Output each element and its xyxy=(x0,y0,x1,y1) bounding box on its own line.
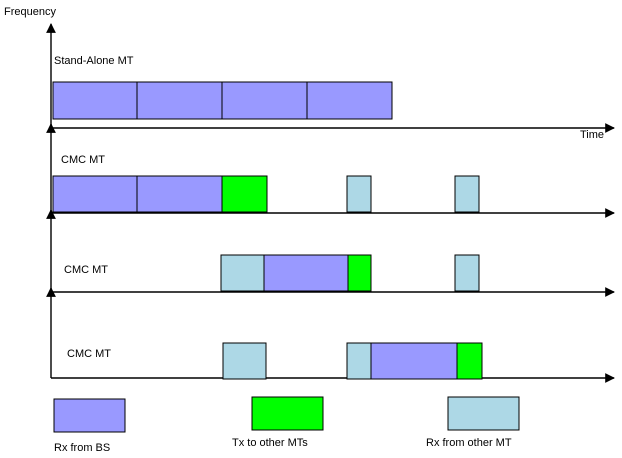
rx-from-bs-slot xyxy=(370,342,458,380)
tx-to-other-mts-slot xyxy=(221,175,268,213)
rx-from-bs-slot xyxy=(136,175,223,213)
rx-from-bs-slot xyxy=(52,81,138,120)
rx-from-bs-slot xyxy=(306,81,393,120)
rx-from-bs-slot xyxy=(263,254,349,292)
legend-label-rx-from-other-mt: Rx from other MT xyxy=(426,437,512,449)
rx-from-bs-slot xyxy=(221,81,308,120)
time-axis-label: Time xyxy=(580,129,604,141)
legend-swatch-tx-to-other-mts xyxy=(251,396,324,431)
row-label-cmc-mt-2: CMC MT xyxy=(64,264,108,276)
legend-label-rx-from-bs: Rx from BS xyxy=(54,442,110,454)
rx-from-other-mt-slot xyxy=(454,175,480,213)
row-label-cmc-mt-3: CMC MT xyxy=(67,348,111,360)
row-label-stand-alone-mt: Stand-Alone MT xyxy=(54,55,134,67)
rx-from-other-mt-slot xyxy=(346,175,372,213)
tx-to-other-mts-slot xyxy=(347,254,372,292)
legend-swatch-rx-from-other-mt xyxy=(447,396,520,431)
frequency-axis-label: Frequency xyxy=(4,6,56,18)
tx-to-other-mts-slot xyxy=(456,342,483,380)
rx-from-other-mt-slot xyxy=(220,254,265,292)
rx-from-other-mt-slot xyxy=(454,254,480,292)
rx-from-bs-slot xyxy=(136,81,223,120)
legend-label-tx-to-other-mts: Tx to other MTs xyxy=(232,437,308,449)
rx-from-other-mt-slot xyxy=(222,342,267,380)
rx-from-other-mt-slot xyxy=(346,342,372,380)
legend-swatch-rx-from-bs xyxy=(53,398,126,433)
rx-from-bs-slot xyxy=(52,175,138,213)
row-label-cmc-mt-1: CMC MT xyxy=(61,154,105,166)
